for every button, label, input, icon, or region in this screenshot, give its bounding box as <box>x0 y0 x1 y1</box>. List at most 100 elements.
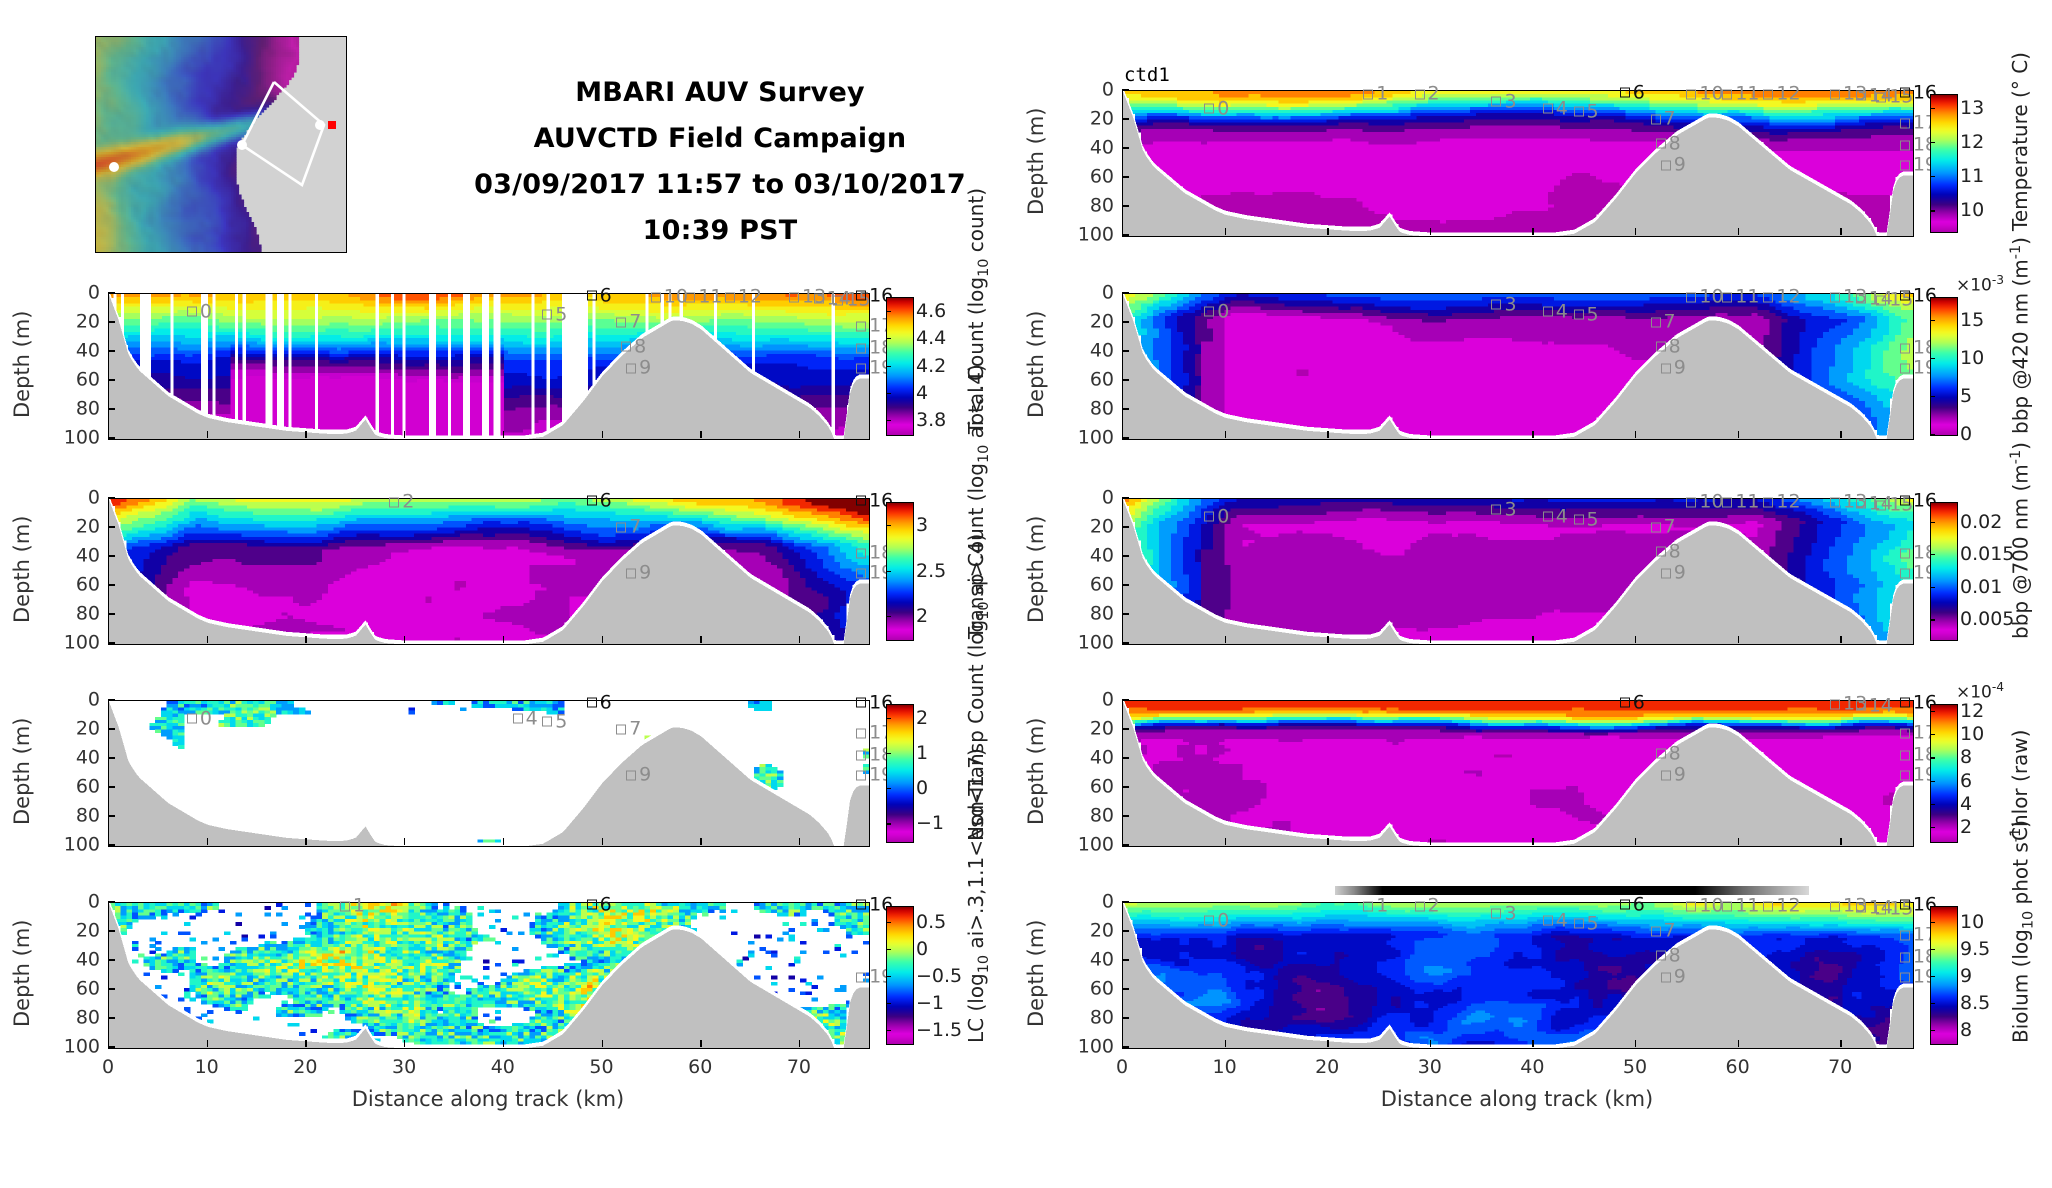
station-marker-9[interactable]: 9 <box>1660 563 1686 583</box>
plot-area-lc-count[interactable] <box>108 902 870 1049</box>
plot-area-total-count[interactable] <box>108 293 870 440</box>
station-marker-14[interactable]: 14 <box>813 289 851 308</box>
station-marker-8[interactable]: 8 <box>1655 744 1681 763</box>
station-marker-2[interactable]: 2 <box>1414 84 1440 104</box>
station-marker-15[interactable]: 15 <box>833 290 871 310</box>
station-marker-12[interactable]: 12 <box>1763 84 1801 104</box>
station-marker-3[interactable]: 3 <box>1491 500 1517 519</box>
plot-area-chlor[interactable] <box>1122 700 1914 847</box>
station-marker-14[interactable]: 14 <box>1855 696 1893 715</box>
station-marker-5[interactable]: 5 <box>542 305 567 324</box>
station-marker-1[interactable]: 1 <box>339 896 365 916</box>
station-marker-7[interactable]: 7 <box>616 719 641 739</box>
station-marker-13[interactable]: 13 <box>1830 694 1867 714</box>
plot-area-bbp420[interactable] <box>1122 293 1914 440</box>
station-square-icon <box>1655 748 1666 759</box>
station-marker-7[interactable]: 7 <box>616 312 641 332</box>
plot-area-bbp700[interactable] <box>1122 498 1914 645</box>
station-marker-0[interactable]: 0 <box>1204 99 1229 118</box>
station-marker-0[interactable]: 0 <box>1204 507 1229 526</box>
station-marker-13[interactable]: 13 <box>1830 287 1867 307</box>
plot-area-biolum[interactable] <box>1122 902 1914 1049</box>
station-marker-8[interactable]: 8 <box>1655 337 1681 356</box>
station-marker-13[interactable]: 13 <box>1830 492 1867 512</box>
station-marker-11[interactable]: 11 <box>1722 492 1760 512</box>
station-marker-9[interactable]: 9 <box>626 358 651 378</box>
station-marker-2[interactable]: 2 <box>389 492 414 512</box>
station-marker-3[interactable]: 3 <box>1491 92 1517 111</box>
station-marker-0[interactable]: 0 <box>1204 911 1229 930</box>
plot-area-temperature[interactable] <box>1122 90 1914 237</box>
station-marker-7[interactable]: 7 <box>1650 921 1676 941</box>
station-marker-1[interactable]: 1 <box>1363 84 1388 104</box>
station-marker-14[interactable]: 14 <box>1855 898 1893 917</box>
station-marker-10[interactable]: 10 <box>1686 492 1724 512</box>
station-marker-8[interactable]: 8 <box>1655 542 1681 561</box>
station-marker-2[interactable]: 2 <box>1414 896 1440 916</box>
station-label: 7 <box>1664 311 1676 333</box>
station-marker-10[interactable]: 10 <box>650 287 688 307</box>
station-marker-5[interactable]: 5 <box>1573 305 1599 324</box>
station-marker-6[interactable]: 6 <box>586 693 612 712</box>
station-marker-4[interactable]: 4 <box>1542 302 1568 321</box>
station-marker-9[interactable]: 9 <box>1660 155 1686 175</box>
station-marker-5[interactable]: 5 <box>1573 510 1599 529</box>
station-marker-12[interactable]: 12 <box>1763 896 1801 916</box>
plot-area-non-transp-count[interactable] <box>108 700 870 847</box>
plot-area-transp-count[interactable] <box>108 498 870 645</box>
station-marker-6[interactable]: 6 <box>586 491 612 510</box>
station-marker-9[interactable]: 9 <box>1660 358 1686 378</box>
y-tick-label: 0 <box>1064 892 1114 912</box>
station-marker-12[interactable]: 12 <box>1763 287 1801 307</box>
station-marker-7[interactable]: 7 <box>616 517 641 537</box>
station-marker-15[interactable]: 15 <box>1876 899 1913 919</box>
station-marker-0[interactable]: 0 <box>186 302 212 321</box>
station-marker-13[interactable]: 13 <box>1830 896 1867 916</box>
station-marker-10[interactable]: 10 <box>1686 896 1724 916</box>
station-marker-5[interactable]: 5 <box>1573 102 1599 121</box>
station-marker-0[interactable]: 0 <box>186 709 212 728</box>
station-marker-4[interactable]: 4 <box>512 709 538 728</box>
station-marker-6[interactable]: 6 <box>586 286 612 305</box>
station-marker-4[interactable]: 4 <box>1542 99 1568 118</box>
station-marker-9[interactable]: 9 <box>626 563 651 583</box>
station-marker-7[interactable]: 7 <box>1650 311 1676 333</box>
station-marker-5[interactable]: 5 <box>1573 914 1599 933</box>
station-marker-11[interactable]: 11 <box>685 287 723 307</box>
y-tick-label: 80 <box>50 1008 100 1028</box>
station-marker-6[interactable]: 6 <box>586 895 612 914</box>
station-marker-8[interactable]: 8 <box>621 337 646 356</box>
station-marker-7[interactable]: 7 <box>1650 517 1676 537</box>
station-marker-4[interactable]: 4 <box>1542 911 1568 930</box>
station-marker-9[interactable]: 9 <box>626 765 651 785</box>
station-marker-13[interactable]: 13 <box>1830 84 1867 104</box>
station-marker-5[interactable]: 5 <box>542 712 567 731</box>
station-marker-8[interactable]: 8 <box>1655 946 1681 965</box>
station-marker-14[interactable]: 14 <box>1855 86 1893 105</box>
station-marker-11[interactable]: 11 <box>1722 896 1760 916</box>
station-marker-9[interactable]: 9 <box>1660 765 1686 785</box>
station-marker-6[interactable]: 6 <box>1619 895 1645 914</box>
station-marker-6[interactable]: 6 <box>1619 83 1645 102</box>
station-marker-11[interactable]: 11 <box>1722 84 1760 104</box>
station-marker-12[interactable]: 12 <box>724 287 762 307</box>
station-marker-12[interactable]: 12 <box>1763 492 1801 512</box>
station-marker-1[interactable]: 1 <box>1363 896 1388 916</box>
station-marker-3[interactable]: 3 <box>1491 904 1517 923</box>
station-marker-15[interactable]: 15 <box>1876 87 1913 107</box>
station-marker-3[interactable]: 3 <box>1491 295 1517 314</box>
station-marker-9[interactable]: 9 <box>1660 967 1686 987</box>
station-marker-15[interactable]: 15 <box>1876 290 1913 310</box>
station-marker-7[interactable]: 7 <box>1650 109 1676 129</box>
station-marker-4[interactable]: 4 <box>1542 507 1568 526</box>
station-marker-14[interactable]: 14 <box>1855 494 1893 513</box>
station-marker-0[interactable]: 0 <box>1204 302 1229 321</box>
station-marker-6[interactable]: 6 <box>1619 693 1645 712</box>
x-tick-label: 30 <box>392 1056 416 1078</box>
station-marker-11[interactable]: 11 <box>1722 287 1760 307</box>
station-marker-14[interactable]: 14 <box>1855 289 1893 308</box>
station-marker-10[interactable]: 10 <box>1686 84 1724 104</box>
station-marker-8[interactable]: 8 <box>1655 134 1681 153</box>
station-marker-10[interactable]: 10 <box>1686 287 1724 307</box>
station-marker-15[interactable]: 15 <box>1876 495 1913 515</box>
